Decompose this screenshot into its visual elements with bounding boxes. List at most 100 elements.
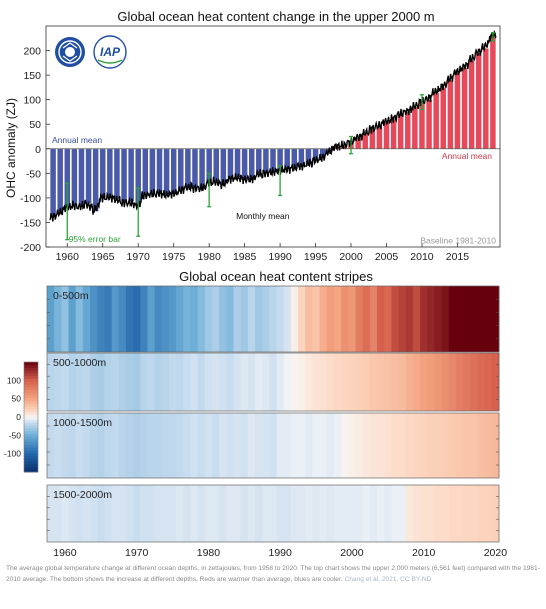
- error-bar-1990: [278, 165, 283, 197]
- stripe-1000-1500m-1958: [47, 413, 55, 478]
- stripe-1500-2000m-1965: [97, 485, 105, 542]
- bar-1978: [191, 148, 199, 189]
- stripe-1500-2000m-1964: [90, 485, 98, 542]
- stripe-0-500m-2006: [391, 286, 399, 352]
- stripe-frame-1500-2000m: [46, 484, 500, 543]
- stripe-0-500m-2012: [434, 286, 443, 352]
- stripe-500-1000m-1985: [240, 353, 249, 411]
- stripe-label-1000-1500m: 1000-1500m: [53, 417, 112, 429]
- stripe-1500-2000m-2005: [384, 485, 392, 542]
- colorbar-step-21: [24, 411, 38, 415]
- stripe-panel-500-1000m: 500-1000m: [46, 352, 500, 412]
- stripe-1000-1500m-1993: [298, 413, 306, 478]
- stripe-1000-1500m-1989: [269, 413, 277, 478]
- stripe-0-500m-1965: [97, 286, 105, 352]
- stripe-500-1000m-1986: [247, 353, 256, 411]
- stripe-500-1000m-1997: [326, 353, 335, 411]
- colorbar-step-22: [24, 408, 38, 412]
- stripe-0-500m-1987: [255, 286, 263, 352]
- colorbar-step-19: [24, 417, 38, 421]
- stripe-label-1500-2000m: 1500-2000m: [53, 489, 112, 501]
- stripe-1000-1500m-1965: [97, 413, 105, 478]
- stripe-label-500-1000m: 500-1000m: [53, 357, 106, 369]
- colorbar-step-23: [24, 406, 38, 410]
- stripe-1500-2000m-1960: [61, 485, 69, 542]
- stripe-0-500m-2017: [470, 286, 478, 352]
- stripe-1500-2000m-2017: [470, 485, 478, 542]
- stripe-0-500m-1996: [319, 286, 328, 352]
- colorbar-step-33: [24, 378, 38, 382]
- stripe-0-500m-1984: [233, 286, 242, 352]
- stripe-1000-1500m-1991: [283, 413, 292, 478]
- colorbar-step-36: [24, 370, 38, 374]
- stripe-1500-2000m-1996: [319, 485, 328, 542]
- bar-2002: [361, 133, 369, 150]
- stripe-500-1000m-2009: [412, 353, 421, 411]
- colorbar-step-38: [24, 364, 38, 368]
- annotation-errorbar: 95% error bar: [69, 234, 121, 244]
- stripe-500-1000m-1990: [276, 353, 285, 411]
- stripe-1500-2000m-1985: [240, 485, 249, 542]
- stripe-1500-2000m-1977: [183, 485, 191, 542]
- stripe-500-1000m-2000: [348, 353, 356, 411]
- stripe-1500-2000m-1989: [269, 485, 277, 542]
- stripe-1000-1500m-1994: [305, 413, 313, 478]
- stripe-1500-2000m-2020: [491, 485, 500, 542]
- stripe-500-1000m-2019: [484, 353, 493, 411]
- stripe-500-1000m-2014: [448, 353, 457, 411]
- stripe-500-1000m-1970: [133, 353, 141, 411]
- stripe-0-500m-1963: [82, 286, 91, 352]
- stripe-0-500m-1969: [125, 286, 134, 352]
- stripe-1000-1500m-2011: [427, 413, 435, 478]
- colorbar-frame: [23, 361, 39, 473]
- stripe-500-1000m-1967: [111, 353, 120, 411]
- ytick-label-100: 100: [23, 95, 41, 107]
- stripe-0-500m-1980: [204, 286, 213, 352]
- stripe-1000-1500m-1982: [219, 413, 227, 478]
- stripe-500-1000m-2013: [441, 353, 450, 411]
- stripe-0-500m-1973: [154, 286, 163, 352]
- stripe-0-500m-2008: [405, 286, 414, 352]
- error-bar-1970: [136, 187, 141, 237]
- colorbar: 100 50 0 -50 -100: [4, 361, 39, 473]
- stripe-1500-2000m-1972: [147, 485, 156, 542]
- bar-1976: [177, 148, 185, 192]
- stripe-1500-2000m-1990: [276, 485, 285, 542]
- stripe-0-500m-2011: [427, 286, 435, 352]
- chart1-plot: -200 -150 -100 -50 0 50 100 150 200 1960 1965 1970 1…: [20, 25, 501, 263]
- stripe-1500-2000m-2007: [398, 485, 407, 542]
- stripe-500-1000m-1980: [204, 353, 213, 411]
- stripe-1000-1500m-1974: [161, 413, 170, 478]
- stripe-500-1000m-1966: [104, 353, 112, 411]
- stripe-500-1000m-1989: [269, 353, 277, 411]
- xtick-label-2015: 2015: [446, 251, 470, 263]
- stripe-500-1000m-2017: [470, 353, 478, 411]
- bar-1972: [149, 148, 156, 195]
- stripe-1000-1500m-1961: [68, 413, 77, 478]
- bar-1971: [141, 148, 149, 197]
- stripe-1000-1500m-1987: [255, 413, 263, 478]
- colorbar-step-5: [24, 455, 38, 459]
- colorbar-step-13: [24, 433, 38, 437]
- caption-text: The average global temperature change at…: [6, 565, 540, 584]
- stripe-500-1000m-2020: [491, 353, 500, 411]
- stripe-1500-2000m-1981: [212, 485, 220, 542]
- stripe-500-1000m-1975: [168, 353, 177, 411]
- stripe-1500-2000m-1982: [219, 485, 227, 542]
- stripe-1000-1500m-1968: [118, 413, 127, 478]
- stripe-label-0-500m: 0-500m: [53, 290, 89, 302]
- stripe-1500-2000m-1976: [176, 485, 184, 542]
- bar-1973: [156, 148, 163, 194]
- stripe-1500-2000m-2019: [484, 485, 493, 542]
- annotation-annual-right: Annual mean: [442, 151, 492, 161]
- stripe-panel-0-500m: 0-500m: [46, 285, 500, 353]
- stripe-0-500m-1979: [197, 286, 206, 352]
- bar-2020: [489, 36, 497, 150]
- bar-2014: [446, 79, 454, 150]
- stripe-1500-2000m-1988: [262, 485, 270, 542]
- stripe-1500-2000m-2008: [405, 485, 414, 542]
- stripe-0-500m-2002: [362, 286, 371, 352]
- annotation-baseline: Baseline 1981-2010: [420, 236, 496, 246]
- colorbar-step-2: [24, 463, 38, 467]
- stripe-0-500m-1999: [341, 286, 349, 352]
